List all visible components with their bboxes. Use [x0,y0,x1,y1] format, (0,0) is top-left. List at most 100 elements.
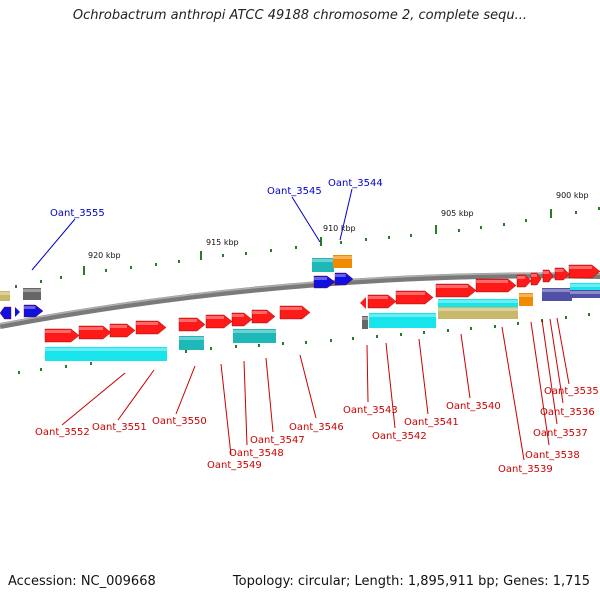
gene-label-oant-3540[interactable]: Oant_3540 [446,401,501,412]
leader-line-top [339,188,353,241]
scale-tick-inner [376,335,378,338]
gene-label-oant-3538[interactable]: Oant_3538 [525,450,580,461]
scale-tick-inner [235,345,237,348]
scale-label-905: 905 kbp [441,209,474,218]
gene-label-oant-3544[interactable]: Oant_3544 [328,178,383,189]
gene-label-oant-3535[interactable]: Oant_3535 [544,386,599,397]
gene-label-oant-3546[interactable]: Oant_3546 [289,422,344,433]
scale-tick [480,226,482,229]
gene-label-oant-3549[interactable]: Oant_3549 [207,460,262,471]
cds-orange [519,293,533,306]
cds-block-khaki [438,307,518,319]
gene-label-oant-3543[interactable]: Oant_3543 [343,405,398,416]
gene-label-oant-3547[interactable]: Oant_3547 [250,435,305,446]
gene-oant-3538-shine [517,276,526,279]
gene-oant-3535 [554,267,570,281]
gene-oant-3548-shine [206,316,224,319]
cds-block-left-shine [45,348,167,351]
gene-fragment-blue-right [23,304,44,318]
scale-tick [40,280,42,283]
cds-purple-right-shine [570,291,600,294]
scale-tick-inner [305,341,307,344]
scale-tick-inner [423,331,425,334]
gene-oant-3548 [205,314,233,329]
scale-tick-inner [517,322,519,325]
gene-fragment-blue-small [15,307,20,317]
gene-oant-3538 [516,274,532,288]
gene-oant-3546-shine [280,307,302,310]
gene-fragment-grey-shine [23,289,41,292]
scale-tick-inner [90,362,92,365]
scale-tick [388,236,390,239]
gene-label-oant-3539[interactable]: Oant_3539 [498,464,553,475]
cds-block-right-1 [369,313,436,328]
leader-line-bottom [530,321,550,446]
gene-label-oant-3542[interactable]: Oant_3542 [372,431,427,442]
gene-oant-3542 [367,294,397,309]
cds-orange-shine [519,294,533,297]
gene-oant-3537-shine [531,274,537,277]
gene-fragment-blue [0,306,12,320]
gene-oant-3550a-shine [110,325,127,328]
gene-label-oant-3536[interactable]: Oant_3536 [540,407,595,418]
scale-tick [178,260,180,263]
gene-oant-3552-shine [45,330,71,333]
gene-label-oant-3550[interactable]: Oant_3550 [152,416,207,427]
scale-tick-inner [330,339,332,342]
cds-block-teal-1 [179,336,204,350]
gene-label-oant-3537[interactable]: Oant_3537 [533,428,588,439]
gene-oant-3535-shine [555,269,564,272]
gene-oant-3539-shine [476,280,508,283]
gene-fragment-blue-right-shine [24,306,36,309]
cds-block-right-1-shine [369,314,436,317]
scale-tick-inner [40,368,42,371]
scale-tick [222,254,224,257]
chromosome-backbone-highlight [0,272,600,325]
gene-oant-3540 [435,283,477,298]
leader-line-bottom [243,360,248,446]
gene-fragment-khaki-shine [0,292,10,295]
gene-blue-2 [334,272,354,286]
gene-fragment-grey [23,288,41,300]
scale-label-915: 915 kbp [206,238,239,247]
accession-text: Accession: NC_009668 [8,574,156,589]
gene-oant-3551-shine [79,327,103,330]
leader-line-bottom [541,319,558,425]
map-title: Ochrobactrum anthropi ATCC 49188 chromos… [72,8,528,23]
leader-line-bottom [61,372,126,426]
leader-line-bottom [385,342,396,429]
gene-label-oant-3551[interactable]: Oant_3551 [92,422,147,433]
gene-label-oant-3555[interactable]: Oant_3555 [50,208,105,219]
gene-oant-3547 [231,312,253,327]
gene-oant-3546 [279,305,311,320]
gene-label-oant-3541[interactable]: Oant_3541 [404,417,459,428]
bottom-gene-labels: Oant_3552 Oant_3551 Oant_3550 Oant_3549 … [35,386,599,475]
scale-tick [15,285,17,288]
scale-tick-inner [494,325,496,328]
cds-purple-shine [542,289,572,292]
leader-line-bottom [220,363,232,456]
gene-oant-3540-shine [436,285,468,288]
leader-line-bottom [556,317,570,385]
scale-tick-inner [352,337,354,340]
scale-tick [340,241,342,244]
gene-blue-2-shine [335,274,346,277]
leader-line-bottom [265,357,274,433]
scale-tick [105,269,107,272]
gene-label-oant-3552[interactable]: Oant_3552 [35,427,90,438]
gene-blue-1 [313,275,336,289]
gene-label-oant-3545[interactable]: Oant_3545 [267,186,322,197]
gene-label-oant-3548[interactable]: Oant_3548 [229,448,284,459]
gene-oant-3547b-shine [252,311,267,314]
cds-grey-small-shine [362,317,368,320]
scale-tick [525,219,527,222]
gene-fragment-right [568,264,600,279]
cds-block-right-2-shine [438,300,518,303]
leader-line-bottom [549,318,564,404]
cds-block-khaki-shine [438,308,518,311]
scale-tick-inner [447,329,449,332]
chromosome-backbone [0,272,600,329]
gene-oant-3550b-shine [136,322,158,325]
scale-label-910: 910 kbp [323,224,356,233]
scale-tick [130,266,132,269]
